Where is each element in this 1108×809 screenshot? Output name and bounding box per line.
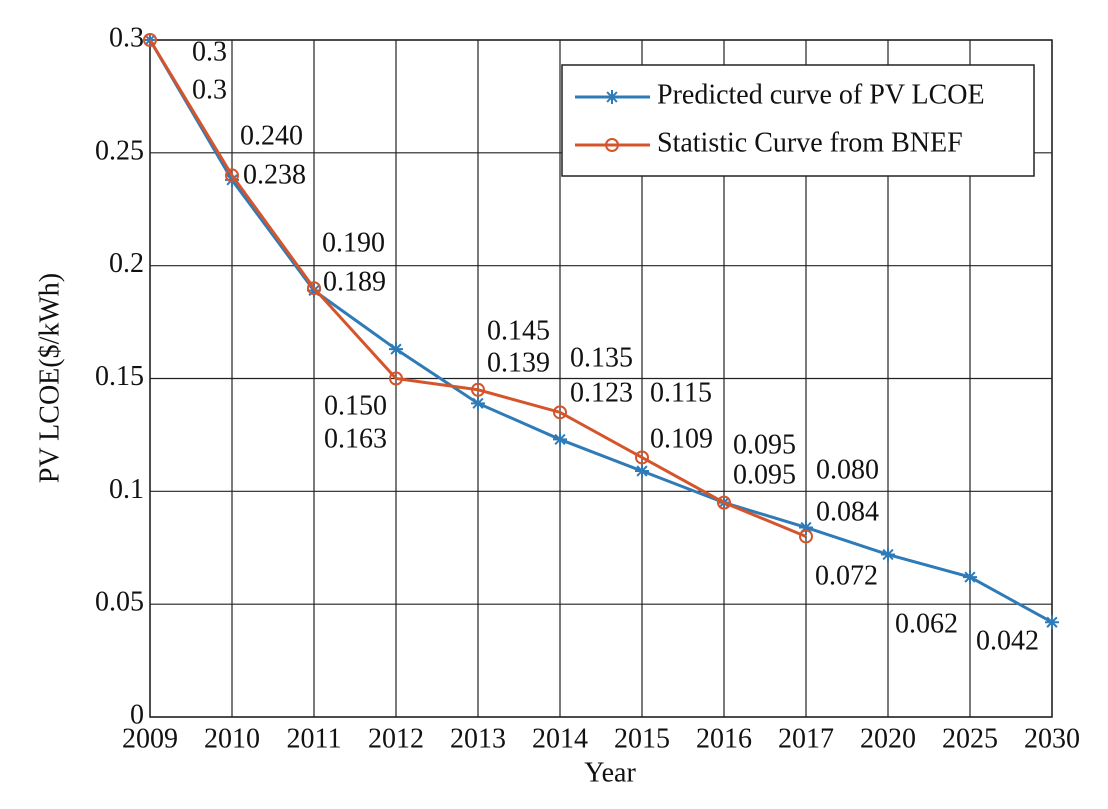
- y-tick-label: 0.1: [109, 474, 144, 505]
- data-label: 0.145: [487, 315, 550, 346]
- data-label: 0.3: [192, 36, 227, 67]
- circle-marker: [717, 495, 731, 510]
- data-label: 0.135: [570, 342, 633, 373]
- x-tick-label: 2011: [287, 723, 342, 754]
- data-label: 0.042: [976, 625, 1039, 656]
- data-label: 0.163: [324, 423, 387, 454]
- asterisk-marker: [635, 464, 649, 479]
- data-label: 0.139: [487, 347, 550, 378]
- circle-marker: [307, 281, 321, 296]
- y-tick-label: 0: [130, 699, 144, 730]
- y-tick-label: 0.05: [95, 587, 144, 618]
- x-tick-label: 2015: [614, 723, 670, 754]
- plot-frame: [149, 39, 1053, 718]
- data-label: 0.189: [323, 266, 386, 297]
- asterisk-marker: [225, 172, 239, 187]
- data-label: 0.084: [816, 496, 879, 527]
- circle-marker: [143, 33, 157, 47]
- asterisk-marker: [799, 520, 813, 535]
- x-tick-label: 2030: [1024, 723, 1080, 754]
- legend-marker: [605, 138, 619, 152]
- data-label: 0.109: [650, 423, 713, 454]
- legend-entry: Statistic Curve from BNEF: [575, 127, 963, 158]
- asterisk-marker: [307, 283, 321, 298]
- legend-entry: Predicted curve of PV LCOE: [575, 79, 985, 110]
- data-label: 0.095: [733, 429, 796, 460]
- data-label: 0.095: [733, 459, 796, 490]
- data-label: 0.190: [322, 227, 385, 258]
- circle-marker: [799, 529, 813, 544]
- asterisk-marker: [881, 547, 895, 562]
- data-label: 0.072: [815, 560, 878, 591]
- circle-marker: [389, 371, 403, 386]
- data-label: 0.238: [243, 159, 306, 190]
- legend-box: [561, 64, 1035, 177]
- asterisk-marker: [1045, 615, 1059, 630]
- x-tick-label: 2010: [204, 723, 260, 754]
- circle-marker: [553, 405, 567, 420]
- asterisk-marker: [389, 342, 403, 357]
- legend-marker: [605, 90, 619, 104]
- x-tick-label: 2025: [942, 723, 998, 754]
- circle-marker: [635, 450, 649, 465]
- asterisk-marker: [471, 396, 485, 411]
- y-axis-label: PV LCOE($/kWh): [34, 273, 65, 483]
- circle-marker: [225, 168, 239, 183]
- y-tick-label: 0.3: [109, 22, 144, 53]
- circle-marker: [471, 382, 485, 397]
- data-label: 0.062: [895, 608, 958, 639]
- legend-label: Statistic Curve from BNEF: [657, 127, 963, 158]
- data-label: 0.3: [192, 74, 227, 105]
- x-tick-label: 2009: [122, 723, 178, 754]
- data-label: 0.150: [324, 390, 387, 421]
- asterisk-marker: [553, 432, 567, 447]
- data-label: 0.240: [240, 120, 303, 151]
- x-tick-label: 2014: [532, 723, 588, 754]
- legend-label: Predicted curve of PV LCOE: [657, 79, 985, 110]
- x-tick-label: 2017: [778, 723, 834, 754]
- x-tick-label: 2020: [860, 723, 916, 754]
- series-line: [148, 39, 807, 538]
- y-tick-label: 0.15: [95, 361, 144, 392]
- data-label: 0.115: [650, 377, 712, 408]
- x-tick-label: 2016: [696, 723, 752, 754]
- asterisk-marker: [963, 570, 977, 585]
- x-tick-label: 2013: [450, 723, 506, 754]
- series-line: [148, 39, 1053, 624]
- data-label: 0.080: [816, 454, 879, 485]
- x-axis-label: Year: [584, 757, 636, 788]
- data-label: 0.123: [570, 377, 633, 408]
- y-tick-label: 0.2: [109, 248, 144, 279]
- y-tick-label: 0.25: [95, 135, 144, 166]
- x-tick-label: 2012: [368, 723, 424, 754]
